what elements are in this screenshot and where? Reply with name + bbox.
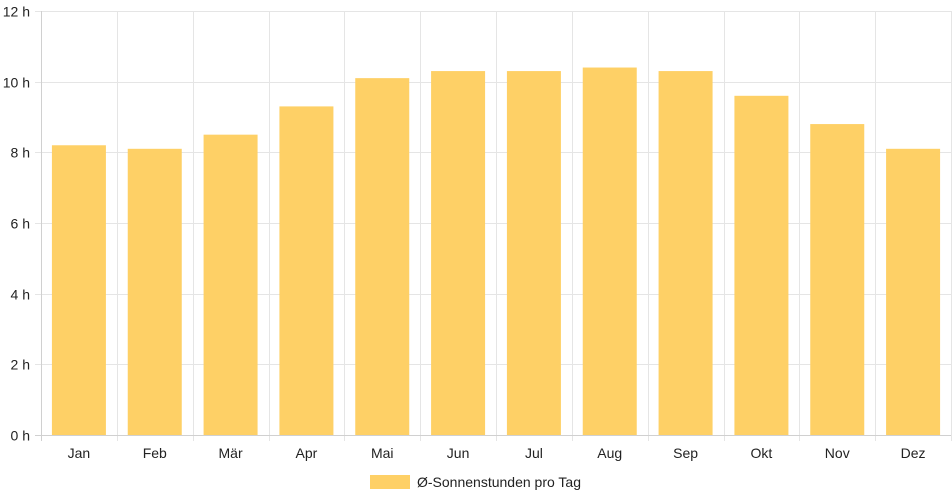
x-tick-label: Mär	[219, 445, 243, 461]
y-tick-label: 4 h	[11, 287, 30, 303]
bar-sep[interactable]	[658, 71, 713, 436]
y-tick-label: 12 h	[3, 4, 30, 20]
bar-jun[interactable]	[431, 71, 486, 436]
bar-jan[interactable]	[51, 145, 106, 435]
y-tick-label: 8 h	[11, 145, 30, 161]
bar-jul[interactable]	[506, 71, 561, 436]
y-tick-label: 6 h	[11, 216, 30, 232]
bar-nov[interactable]	[810, 124, 865, 436]
x-tick-label: Jun	[447, 445, 470, 461]
bar-mai[interactable]	[355, 78, 410, 435]
y-tick-label: 0 h	[11, 428, 30, 444]
grid-lines	[35, 11, 952, 441]
x-tick-label: Feb	[143, 445, 167, 461]
x-tick-label: Dez	[901, 445, 926, 461]
x-tick-label: Jan	[68, 445, 91, 461]
y-tick-label: 10 h	[3, 75, 30, 91]
x-tick-label: Mai	[371, 445, 394, 461]
bar-dez[interactable]	[886, 148, 941, 436]
bars	[51, 67, 941, 436]
bar-aug[interactable]	[582, 67, 637, 436]
legend[interactable]: Ø-Sonnenstunden pro Tag	[370, 474, 581, 490]
x-tick-label: Nov	[825, 445, 850, 461]
y-axis-ticks: 0 h 2 h 4 h 6 h 8 h 10 h 12 h	[3, 4, 30, 444]
bar-apr[interactable]	[279, 106, 334, 436]
bar-okt[interactable]	[734, 95, 789, 436]
y-tick-label: 2 h	[11, 357, 30, 373]
x-tick-label: Okt	[751, 445, 773, 461]
x-tick-label: Apr	[296, 445, 318, 461]
x-tick-label: Sep	[673, 445, 698, 461]
bar-feb[interactable]	[127, 148, 182, 436]
bar-mär[interactable]	[203, 134, 258, 435]
x-tick-label: Jul	[525, 445, 543, 461]
x-axis-ticks: Jan Feb Mär Apr Mai Jun Jul Aug Sep Okt Nov Dez	[68, 445, 926, 461]
legend-label[interactable]: Ø-Sonnenstunden pro Tag	[417, 474, 581, 490]
legend-swatch[interactable]	[370, 475, 410, 489]
x-tick-label: Aug	[597, 445, 622, 461]
